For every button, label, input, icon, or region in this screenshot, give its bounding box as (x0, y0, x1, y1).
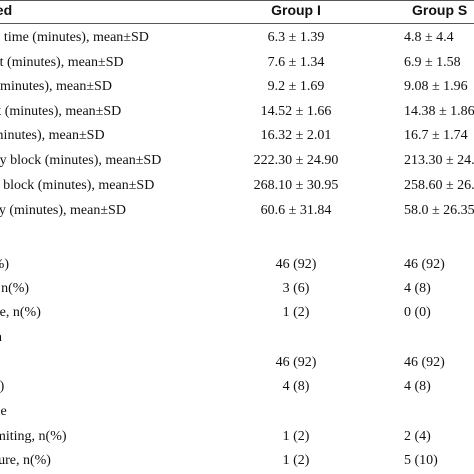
row-value-group-i: 7.6 ± 1.34 (267, 55, 325, 70)
row-label: ose (0, 404, 7, 419)
row-label: ery (minutes), mean±SD (0, 203, 126, 218)
header-rule (0, 23, 474, 24)
row-value-group-i: 3 (6) (282, 281, 310, 296)
row-value-group-s: 46 (92) (404, 355, 445, 370)
row-value-group-s: 4 (8) (404, 281, 431, 296)
row-value-group-s: 14.38 ± 1.86 (404, 104, 474, 119)
row-value-group-s: 2 (4) (404, 429, 431, 444)
row-value-group-s: 5 (10) (404, 453, 438, 468)
row-value-group-i: 1 (2) (282, 429, 310, 444)
row-label: (%) (0, 257, 9, 272)
row-value-group-s: 16.7 ± 1.74 (404, 128, 468, 143)
row-value-group-i: 6.3 ± 1.39 (267, 30, 325, 45)
row-value-group-i: 1 (2) (282, 305, 310, 320)
row-value-group-i: 1 (2) (282, 453, 310, 468)
row-label: t (minutes), mean±SD (0, 79, 112, 94)
row-value-group-s: 46 (92) (404, 257, 445, 272)
row-value-group-i: 222.30 ± 24.90 (253, 153, 339, 168)
row-value-group-s: 213.30 ± 24.4 (404, 153, 474, 168)
row-label: ce time (minutes), mean±SD (0, 30, 149, 45)
header-group-s: Group S (412, 2, 468, 18)
row-label: %) (0, 379, 5, 394)
row-value-group-i: 60.6 ± 31.84 (260, 203, 332, 218)
row-value-group-i: 14.52 ± 1.66 (260, 104, 332, 119)
row-value-group-i: 268.10 ± 30.95 (253, 178, 339, 193)
header-group-i: Group I (271, 2, 321, 18)
row-label: ure, n(%) (0, 305, 41, 320)
row-label: (minutes), mean±SD (0, 128, 105, 143)
row-label: ory block (minutes), mean±SD (0, 153, 162, 168)
row-value-group-i: 46 (92) (275, 257, 317, 272)
row-value-group-s: 4.8 ± 4.4 (404, 30, 454, 45)
row-label: omiting, n(%) (0, 429, 67, 444)
row-label: cture, n(%) (0, 453, 51, 468)
row-value-group-i: 4 (8) (282, 379, 310, 394)
row-value-group-s: 58.0 ± 26.35 (404, 203, 474, 218)
top-rule (0, 0, 474, 1)
row-value-group-s: 0 (0) (404, 305, 431, 320)
row-value-group-s: 9.08 ± 1.96 (404, 79, 468, 94)
row-value-group-s: 258.60 ± 26.8 (404, 178, 474, 193)
row-label: set (minutes), mean±SD (0, 55, 124, 70)
row-value-group-i: 9.2 ± 1.69 (267, 79, 325, 94)
row-label: v, n(%) (0, 281, 30, 296)
row-label: on (0, 330, 2, 346)
header-observed: ved (0, 2, 13, 18)
row-value-group-s: 4 (8) (404, 379, 431, 394)
row-value-group-i: 46 (92) (275, 355, 317, 370)
row-label: or block (minutes), mean±SD (0, 178, 155, 193)
row-label: ck (minutes), mean±SD (0, 104, 122, 119)
row-value-group-s: 6.9 ± 1.58 (404, 55, 461, 70)
row-value-group-i: 16.32 ± 2.01 (260, 128, 332, 143)
